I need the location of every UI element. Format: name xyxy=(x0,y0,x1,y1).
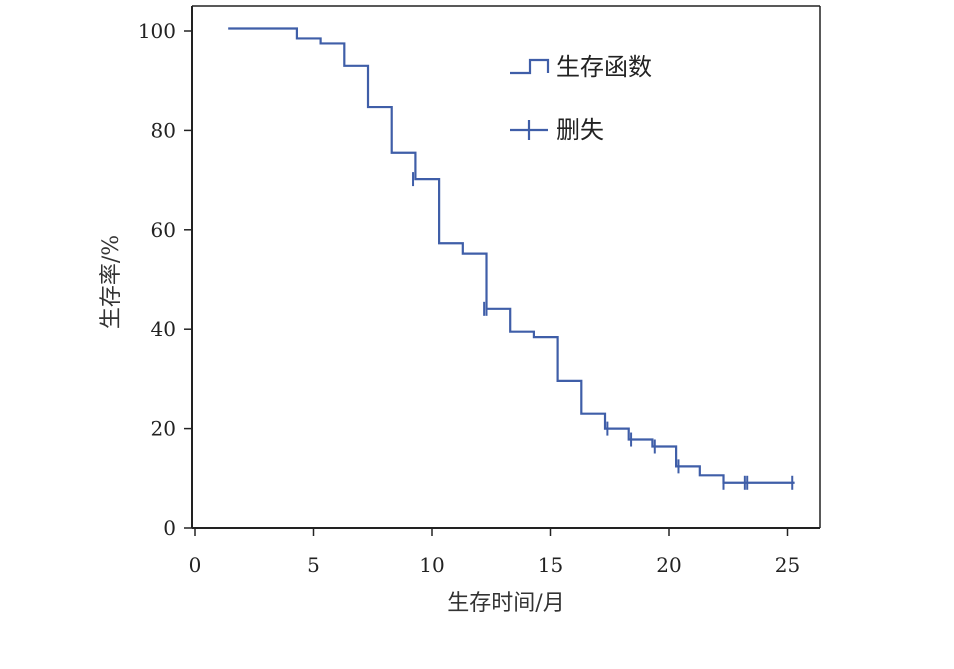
y-tick-label: 40 xyxy=(151,317,176,341)
y-tick-label: 0 xyxy=(163,516,176,540)
legend-symbol-survival-function xyxy=(510,58,550,75)
legend: 生存函数 删失 xyxy=(510,53,652,144)
x-tick-label: 25 xyxy=(775,553,800,577)
x-tick-label: 10 xyxy=(419,553,444,577)
series-survival-function-line xyxy=(228,27,795,484)
legend-step-swatch xyxy=(510,58,550,75)
x-tick-label: 5 xyxy=(307,553,320,577)
y-axis-title: 生存率/% xyxy=(99,235,124,329)
plot-frame xyxy=(191,5,821,529)
y-tick-label: 80 xyxy=(151,118,176,142)
y-tick-label: 60 xyxy=(151,218,176,242)
x-tick-label: 0 xyxy=(189,553,202,577)
legend-label-survival-function: 生存函数 xyxy=(556,53,652,81)
y-tick-label: 20 xyxy=(151,417,176,441)
x-axis-title: 生存时间/月 xyxy=(447,591,564,616)
legend-label-censored: 删失 xyxy=(556,116,604,144)
axis-ticks: 0 5 10 15 20 25 0 20 40 60 80 100 xyxy=(138,19,800,577)
x-tick-label: 20 xyxy=(656,553,681,577)
x-tick-label: 15 xyxy=(538,553,563,577)
y-tick-label: 100 xyxy=(138,19,176,43)
legend-symbol-censored xyxy=(510,120,548,140)
plot-area xyxy=(228,27,795,490)
